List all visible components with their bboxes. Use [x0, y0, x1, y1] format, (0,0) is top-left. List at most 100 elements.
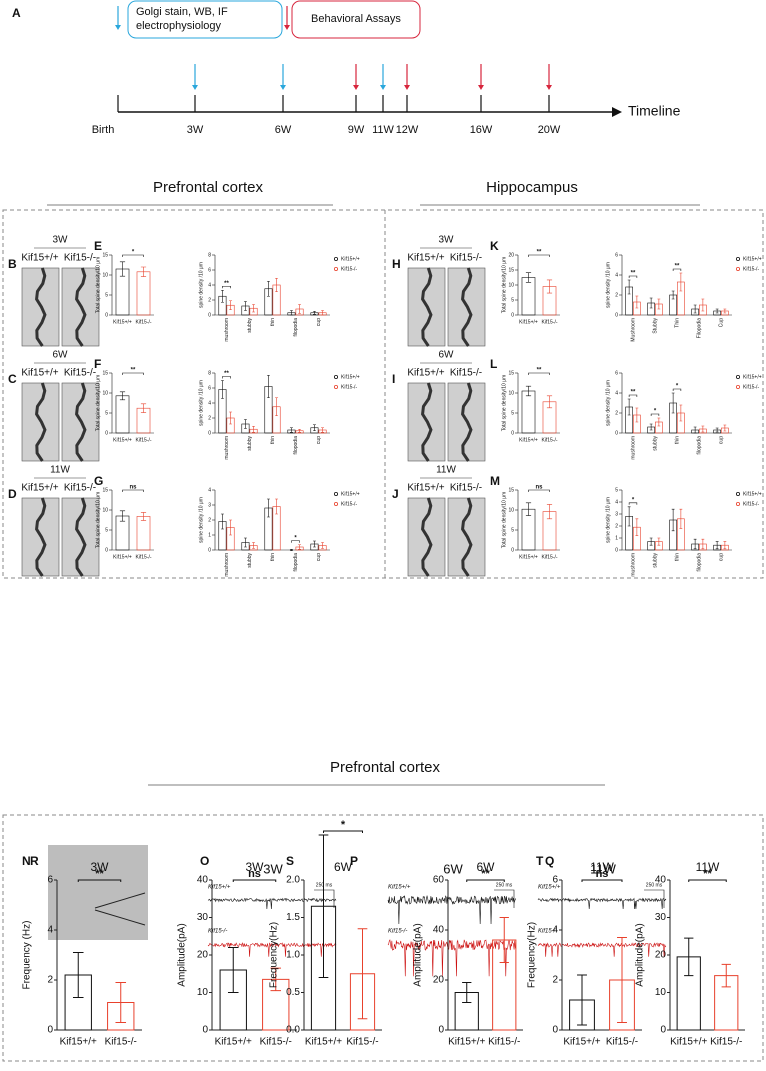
- legend-label: Kif15+/+: [743, 374, 762, 380]
- significance-label: **: [631, 271, 636, 277]
- y-tick-label: 4: [615, 390, 618, 396]
- current-trace: [537, 897, 667, 910]
- timeline-label: 11W: [372, 124, 394, 136]
- genotype-label: Kif15-/-: [64, 483, 96, 494]
- y-axis-label: Amplitude(pA): [413, 923, 424, 986]
- error-bar: [657, 417, 661, 427]
- scale-bar: [314, 889, 335, 908]
- x-tick-label: Kif15+/+: [519, 554, 538, 560]
- legend-label: Kif15-/-: [743, 384, 759, 390]
- significance-label: ns: [596, 868, 609, 880]
- x-tick-label: filopodia: [293, 436, 299, 455]
- genotype-label: Kif15-/-: [64, 368, 96, 379]
- legend-label: Kif15+/+: [743, 256, 762, 262]
- error-bar: [312, 540, 316, 548]
- significance-bracket: [323, 830, 363, 833]
- y-tick-label: 15: [102, 252, 108, 258]
- x-tick-label: Kif15-/-: [710, 1037, 742, 1048]
- y-axis-label: Amplitude(pA): [177, 923, 188, 986]
- legend-label: Kif15+/+: [743, 491, 762, 497]
- y-tick-label: 4: [615, 499, 618, 505]
- genotype-label: Kif15+/+: [407, 253, 444, 264]
- y-tick-label: 20: [433, 975, 445, 986]
- axis: [211, 880, 297, 1031]
- y-tick-label: 4: [208, 400, 211, 406]
- axis: [214, 373, 330, 434]
- significance-label: *: [294, 535, 297, 541]
- y-axis-label: spine density /10 μm: [605, 497, 611, 543]
- x-tick-label: filopodia: [696, 553, 702, 572]
- error-bar: [119, 510, 126, 522]
- x-tick-label: cup: [316, 553, 322, 561]
- scale-label: 250 ms: [646, 882, 663, 888]
- y-tick-label: 2: [208, 517, 211, 523]
- y-tick-label: 0: [615, 547, 618, 553]
- image-title: 11W: [436, 465, 456, 476]
- y-tick-label: 10: [508, 390, 514, 396]
- current-trace: [387, 894, 517, 925]
- legend-marker: [736, 384, 741, 389]
- y-axis-label: spine density /10 μm: [198, 380, 204, 426]
- y-tick-label: 2: [615, 292, 618, 298]
- bar: [115, 395, 130, 434]
- significance-label: **: [537, 250, 542, 256]
- panel-letter: J: [392, 487, 399, 501]
- current-trace: [207, 942, 337, 957]
- y-tick-label: 8: [208, 252, 211, 258]
- legend-label: Kif15+/+: [341, 491, 360, 497]
- significance-label: **: [481, 868, 490, 880]
- x-tick-label: Kif15-/-: [346, 1037, 378, 1048]
- y-tick-label: 1.0: [286, 950, 300, 961]
- legend-label: Kif15-/-: [341, 384, 357, 390]
- y-tick-label: 0: [511, 547, 514, 553]
- y-tick-label: 0: [105, 312, 108, 318]
- legend-marker: [736, 491, 741, 496]
- y-tick-label: 15: [508, 267, 514, 273]
- significance-label: ns: [129, 485, 137, 491]
- axis: [303, 880, 382, 1031]
- panel-letter: K: [490, 239, 499, 253]
- error-bar: [229, 411, 233, 425]
- genotype-label: Kif15+/+: [21, 253, 58, 264]
- x-tick-label: Kif15+/+: [113, 437, 132, 443]
- x-tick-label: Kif15-/-: [541, 554, 557, 560]
- y-tick-label: 40: [197, 875, 209, 886]
- y-tick-label: 2: [552, 975, 558, 986]
- legend-label: Kif15-/-: [341, 501, 357, 507]
- y-tick-label: 2.0: [286, 875, 300, 886]
- y-axis-label: Amplitude(pA): [635, 923, 646, 986]
- error-bar: [140, 266, 147, 277]
- x-tick-label: Kif15-/-: [488, 1037, 520, 1048]
- significance-label: *: [654, 409, 657, 415]
- error-bar: [525, 385, 532, 397]
- y-tick-label: 0: [208, 430, 211, 436]
- y-axis-label: Total spine density/10 μm: [95, 257, 101, 314]
- panel-letter: Q: [545, 854, 554, 868]
- y-tick-label: 0: [660, 1025, 666, 1036]
- significance-bracket: [466, 879, 505, 882]
- error-bar: [671, 290, 675, 300]
- significance-label: ns: [535, 485, 543, 491]
- x-tick-label: Kif15-/-: [606, 1037, 638, 1048]
- legend-marker: [333, 501, 338, 506]
- bar: [136, 271, 151, 316]
- x-tick-label: Thin: [674, 318, 680, 328]
- trace-label: Kif15-/-: [208, 929, 227, 935]
- x-tick-label: Filopodia: [696, 318, 702, 339]
- dendrite: [35, 382, 47, 462]
- y-tick-label: 8: [208, 370, 211, 376]
- panel-letter: S: [286, 854, 294, 868]
- legend-marker: [736, 501, 741, 506]
- legend-marker: [333, 384, 338, 389]
- error-bar: [679, 272, 683, 292]
- y-tick-label: 6: [208, 267, 211, 273]
- x-tick-label: stubby: [652, 553, 658, 568]
- significance-label: *: [676, 384, 679, 390]
- y-tick-label: 10: [102, 272, 108, 278]
- y-tick-label: 4: [47, 925, 53, 936]
- x-tick-label: cup: [316, 436, 322, 444]
- x-tick-label: Kif15+/+: [519, 319, 538, 325]
- significance-label: *: [132, 250, 135, 256]
- dendrite: [75, 382, 87, 462]
- legend-label: Kif15-/-: [341, 266, 357, 272]
